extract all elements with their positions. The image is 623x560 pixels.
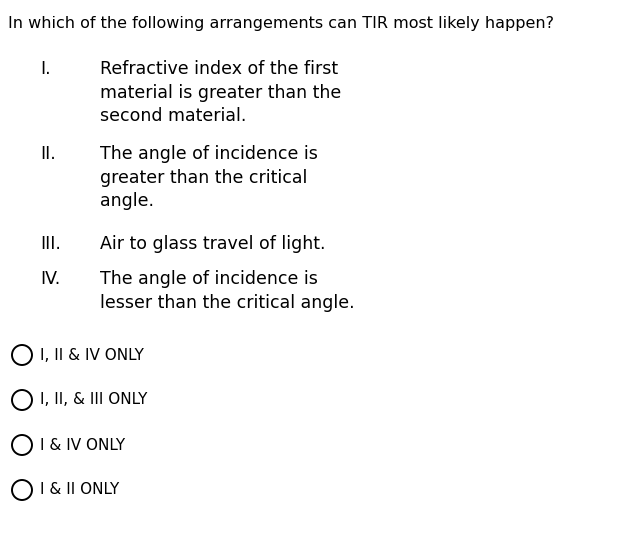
Text: II.: II. (40, 145, 55, 163)
Text: IV.: IV. (40, 270, 60, 288)
Text: In which of the following arrangements can TIR most likely happen?: In which of the following arrangements c… (8, 16, 554, 31)
Text: I & IV ONLY: I & IV ONLY (40, 437, 125, 452)
Text: I, II & IV ONLY: I, II & IV ONLY (40, 348, 144, 362)
Text: I, II, & III ONLY: I, II, & III ONLY (40, 393, 148, 408)
Text: The angle of incidence is
lesser than the critical angle.: The angle of incidence is lesser than th… (100, 270, 354, 311)
Text: Air to glass travel of light.: Air to glass travel of light. (100, 235, 325, 253)
Text: III.: III. (40, 235, 61, 253)
Text: Refractive index of the first
material is greater than the
second material.: Refractive index of the first material i… (100, 60, 341, 125)
Text: I.: I. (40, 60, 50, 78)
Text: I & II ONLY: I & II ONLY (40, 483, 119, 497)
Text: The angle of incidence is
greater than the critical
angle.: The angle of incidence is greater than t… (100, 145, 318, 210)
